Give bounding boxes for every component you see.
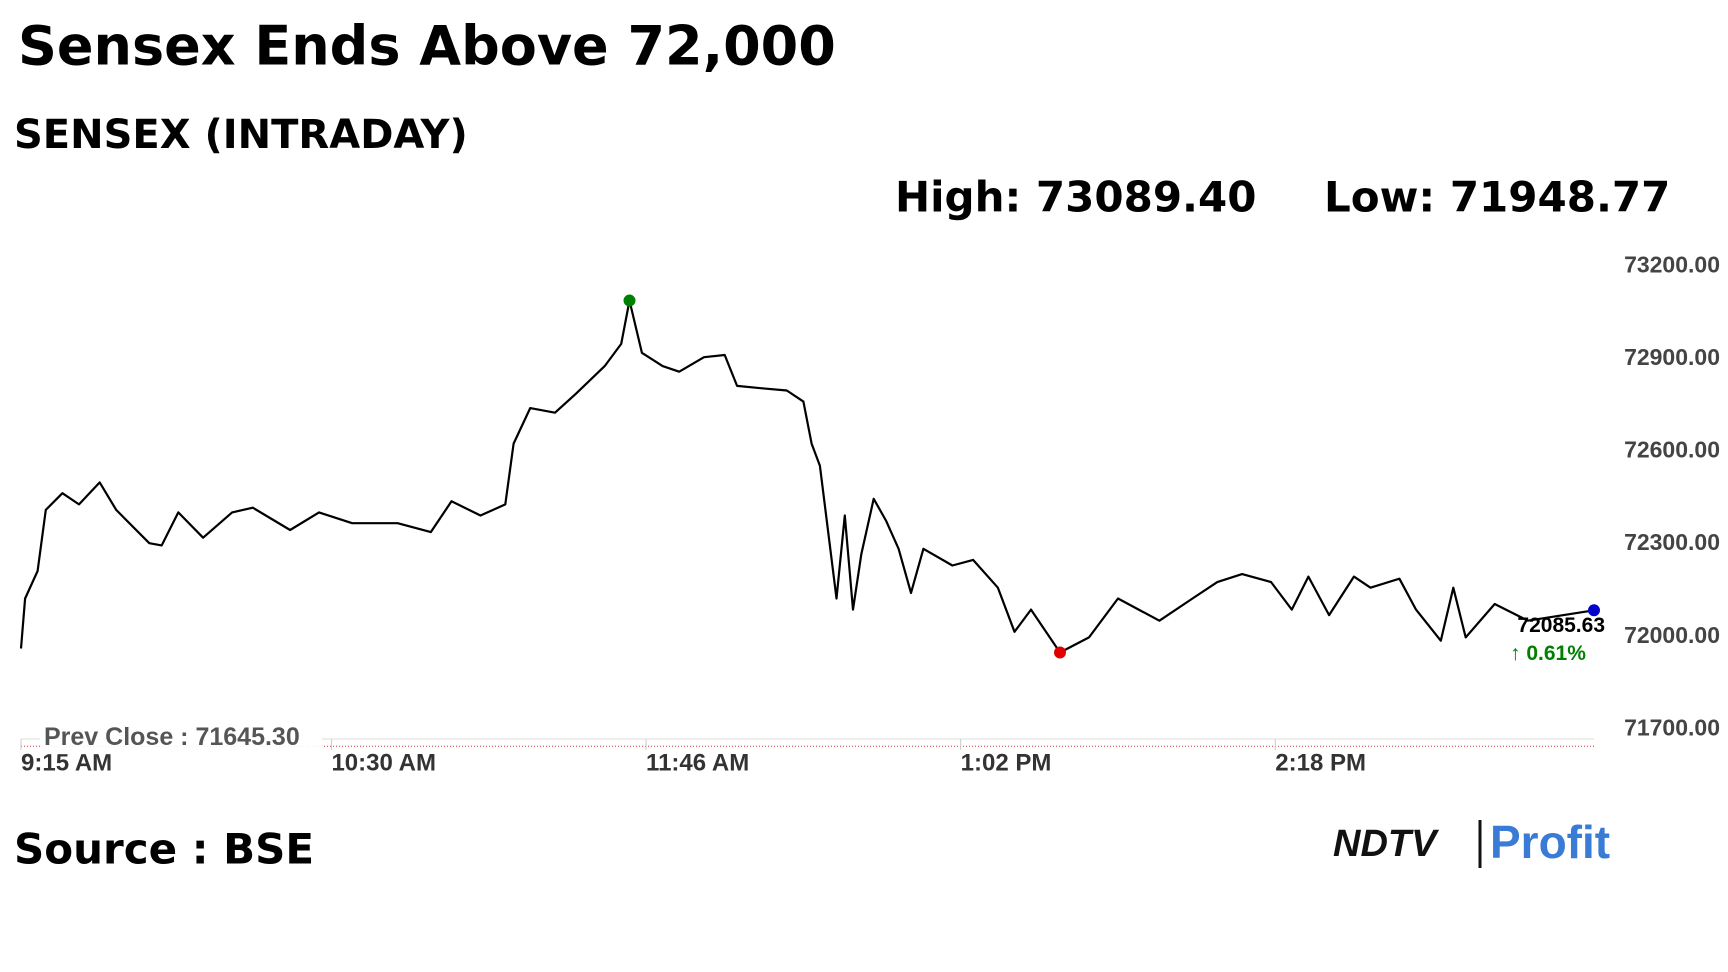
brand-right: Profit [1490, 816, 1610, 868]
chart-subtitle: SENSEX (INTRADAY) [14, 112, 468, 158]
last-marker [1588, 604, 1600, 617]
x-tick-label: 10:30 AM [331, 749, 435, 776]
high-label: High: 73089.40 [895, 173, 1256, 222]
low-label: Low: 71948.77 [1324, 173, 1670, 222]
brand-left: NDTV [1333, 823, 1439, 865]
last-change: ↑ 0.61% [1510, 642, 1586, 665]
y-tick-label: 72300.00 [1624, 529, 1720, 555]
x-tick-label: 11:46 AM [646, 749, 749, 776]
low-marker [1054, 646, 1067, 659]
x-tick-label: 1:02 PM [961, 749, 1052, 776]
last-value: 72085.63 [1517, 614, 1605, 637]
y-tick-label: 71700.00 [1624, 714, 1720, 740]
chart-title: Sensex Ends Above 72,000 [18, 15, 836, 78]
x-tick-label: 2:18 PM [1275, 749, 1366, 776]
y-tick-label: 73200.00 [1624, 252, 1720, 278]
prev-close-label: Prev Close : 71645.30 [44, 723, 300, 751]
y-tick-label: 72000.00 [1624, 622, 1720, 648]
high-marker [623, 294, 636, 307]
source: Source : BSE [14, 825, 314, 874]
y-tick-label: 72900.00 [1624, 344, 1720, 370]
y-tick-label: 72600.00 [1624, 437, 1720, 463]
prev-close-bg [40, 724, 322, 755]
price-line [19, 299, 1595, 654]
